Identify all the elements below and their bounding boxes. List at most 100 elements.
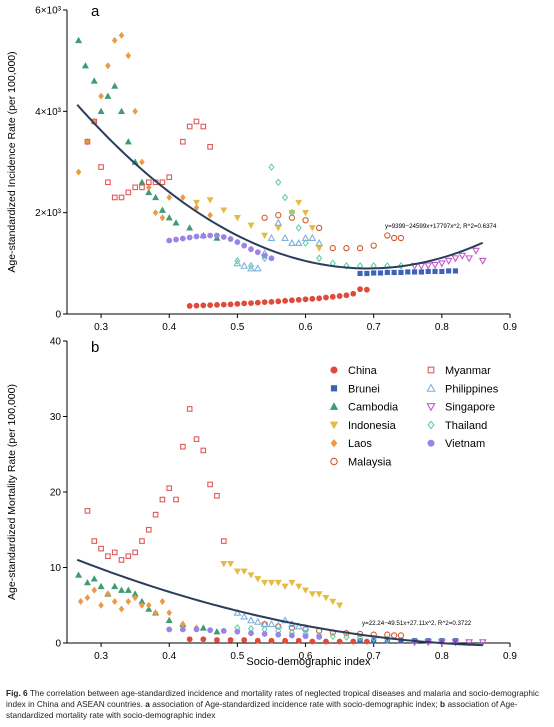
data-point-indonesia xyxy=(247,572,255,579)
legend-marker-philippines xyxy=(426,383,436,392)
data-point-singapore xyxy=(437,260,446,268)
data-point-laos xyxy=(125,598,132,605)
x-tick-label: 0.3 xyxy=(94,322,108,333)
data-point-cambodia xyxy=(81,62,89,69)
data-point-myanmar xyxy=(152,511,159,518)
legend-label-malaysia: Malaysia xyxy=(348,457,392,469)
data-point-china xyxy=(193,302,200,309)
data-point-myanmar xyxy=(186,406,193,412)
chart-panel-b: 0 10 20 30 40 0.3 0.4 0.5 0.6 0.7 0.8 0.9 b Age-stand… xyxy=(6,337,517,669)
series-singapore xyxy=(410,247,487,270)
fit-curve xyxy=(76,558,483,647)
data-point-indonesia xyxy=(261,232,269,240)
data-point-myanmar xyxy=(111,194,118,201)
legend-marker-indonesia xyxy=(329,421,339,430)
data-point-china xyxy=(241,300,248,307)
data-point-malaysia xyxy=(390,234,398,242)
data-point-philippines xyxy=(294,622,303,630)
x-tick-label: 0.5 xyxy=(230,651,244,662)
data-point-brunei xyxy=(439,268,445,275)
data-point-laos xyxy=(146,601,152,609)
data-point-china xyxy=(350,290,357,297)
data-point-indonesia xyxy=(261,579,269,587)
data-point-singapore xyxy=(410,639,419,647)
series-brunei xyxy=(357,268,459,277)
data-point-china xyxy=(282,297,288,304)
data-point-myanmar xyxy=(145,526,152,533)
data-point-vietnam xyxy=(166,626,173,633)
data-point-cambodia xyxy=(90,77,98,84)
data-point-vietnam xyxy=(261,252,268,259)
legend-label-vietnam: Vietnam xyxy=(445,438,485,450)
data-point-vietnam xyxy=(207,627,214,634)
data-point-brunei xyxy=(425,268,431,275)
data-point-myanmar xyxy=(98,545,104,552)
series-indonesia xyxy=(192,197,323,252)
data-point-indonesia xyxy=(308,225,316,232)
data-point-malaysia xyxy=(261,214,268,221)
data-point-thailand xyxy=(302,239,309,247)
y-axis-label: Age-standardized Mortality Rate (per 100… xyxy=(6,384,18,600)
data-point-indonesia xyxy=(302,209,310,217)
data-point-myanmar xyxy=(139,184,145,191)
data-point-cambodia xyxy=(199,624,207,631)
data-point-philippines xyxy=(253,617,262,625)
legend: China Brunei Cambodia Indonesia Laos Malaysia… xyxy=(329,365,499,469)
data-point-singapore xyxy=(478,639,487,647)
data-point-indonesia xyxy=(322,595,330,602)
data-point-thailand xyxy=(295,223,302,232)
data-point-philippines xyxy=(294,238,303,247)
data-point-laos xyxy=(118,31,125,39)
panel-letter: a xyxy=(91,3,100,20)
data-point-vietnam xyxy=(166,237,173,244)
data-point-indonesia xyxy=(227,561,235,568)
data-point-laos xyxy=(132,107,138,115)
legend-label-philippines: Philippines xyxy=(445,383,499,395)
data-point-laos xyxy=(180,193,186,201)
data-point-china xyxy=(309,295,316,302)
data-point-singapore xyxy=(451,255,460,263)
data-point-vietnam xyxy=(248,246,254,253)
data-point-indonesia xyxy=(247,222,255,229)
data-point-indonesia xyxy=(336,602,344,609)
data-point-cambodia xyxy=(158,206,166,213)
data-point-indonesia xyxy=(274,579,282,587)
data-point-china xyxy=(268,298,275,305)
y-tick-label: 30 xyxy=(50,412,62,423)
data-point-laos xyxy=(98,601,104,609)
data-point-indonesia xyxy=(295,583,303,590)
data-point-cambodia xyxy=(213,628,221,635)
data-point-myanmar xyxy=(125,189,132,196)
data-point-myanmar xyxy=(180,443,186,450)
legend-label-thailand: Thailand xyxy=(445,420,487,432)
series-vietnam xyxy=(166,232,275,262)
y-tick-label: 0 xyxy=(55,639,61,650)
chart-panel-a: 0 2×10³ 4×10³ 6×10³ 0.3 0.4 0.5 0.6 0.7 0.8 0.9 a Ag… xyxy=(6,3,517,333)
panel-letter: b xyxy=(91,339,99,356)
series-china xyxy=(186,636,370,645)
data-point-myanmar xyxy=(132,184,138,191)
legend-label-cambodia: Cambodia xyxy=(348,402,399,414)
legend-marker-myanmar xyxy=(427,366,435,374)
x-tick-label: 0.6 xyxy=(299,322,313,333)
data-point-china xyxy=(363,286,370,293)
data-point-china xyxy=(186,302,193,309)
data-point-china xyxy=(309,638,316,645)
data-point-myanmar xyxy=(193,436,200,442)
data-point-indonesia xyxy=(308,591,316,598)
legend-marker-vietnam xyxy=(427,439,435,447)
x-tick-label: 0.7 xyxy=(367,651,381,662)
legend-label-brunei: Brunei xyxy=(348,383,380,395)
data-point-china xyxy=(227,637,234,643)
data-point-china xyxy=(207,302,214,309)
y-tick-label: 2×10³ xyxy=(35,208,62,219)
data-point-indonesia xyxy=(220,561,228,568)
data-point-cambodia xyxy=(165,616,173,624)
data-point-singapore xyxy=(465,255,474,263)
x-tick-label: 0.6 xyxy=(299,651,313,662)
data-point-singapore xyxy=(465,639,474,647)
data-point-myanmar xyxy=(180,138,186,145)
data-point-brunei xyxy=(446,268,452,274)
legend-marker-laos xyxy=(330,439,338,448)
